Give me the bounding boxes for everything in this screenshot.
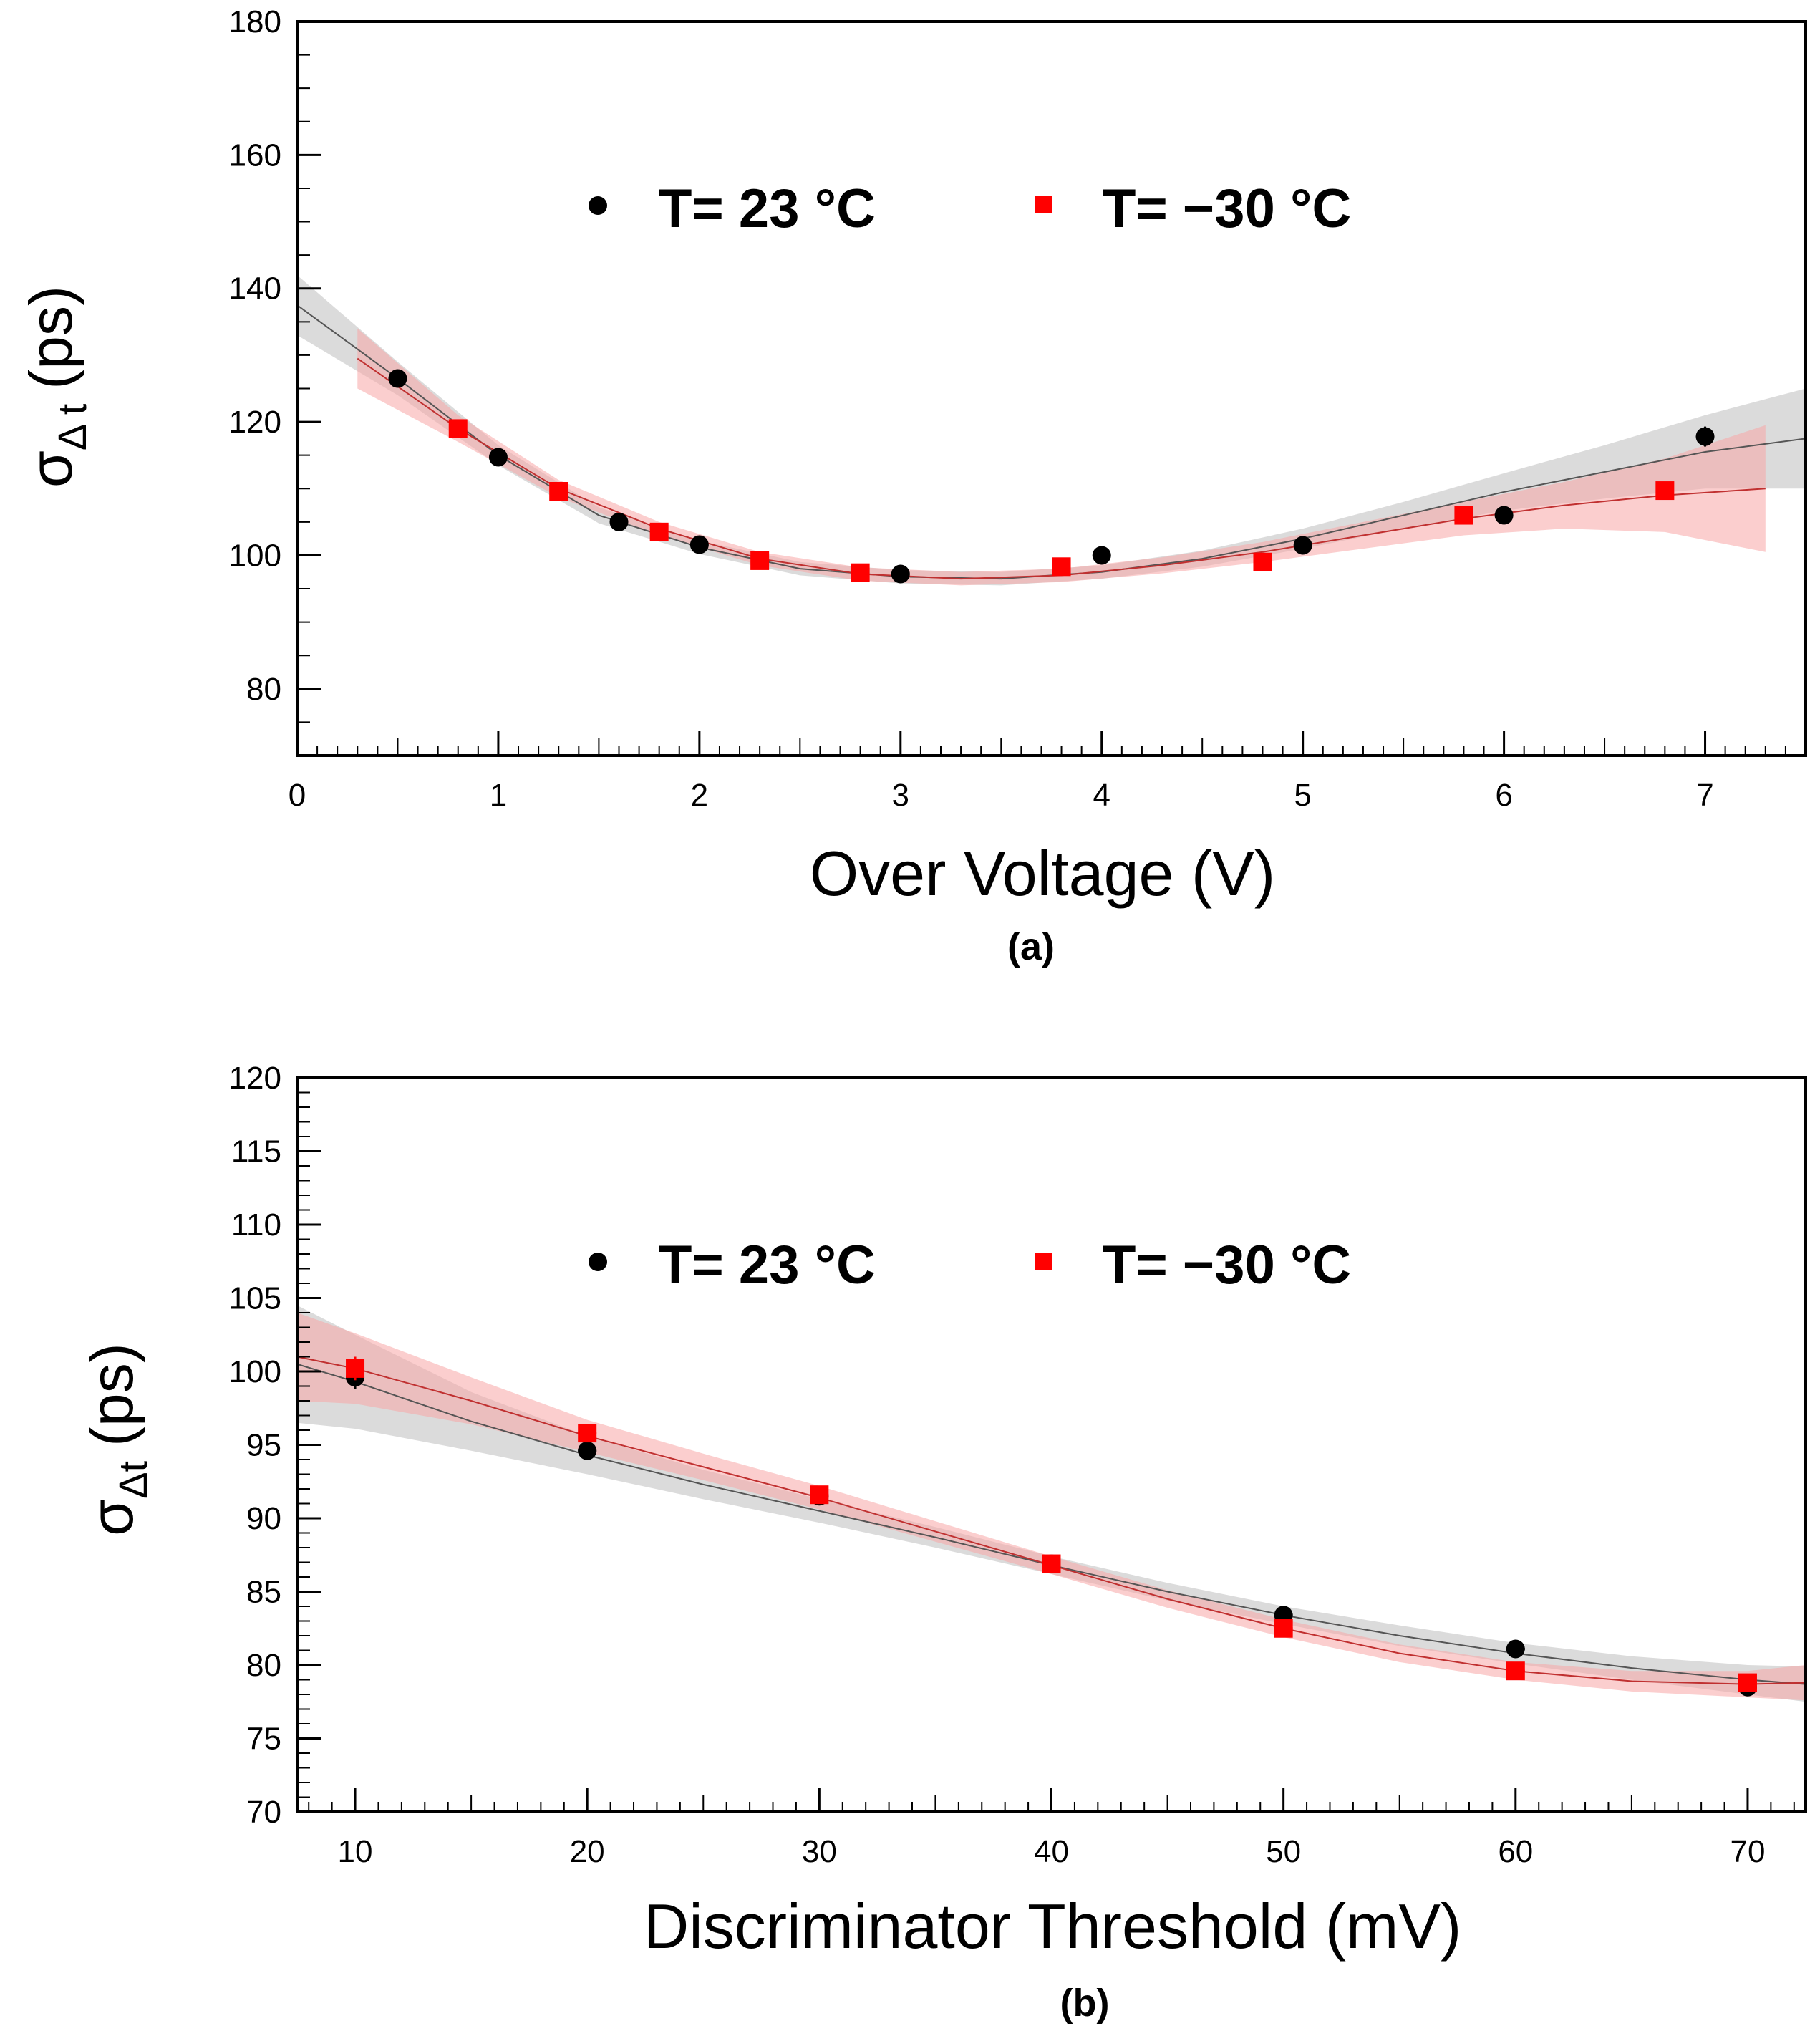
panel-a-tick-labels: 0 1 2 3 4 5 6 7 80 100 120 140 160 180 — [229, 4, 1714, 813]
data-point-23c — [1494, 506, 1514, 525]
data-point-23c — [1695, 427, 1715, 446]
panel-b-ylabel-subscript: Δt — [110, 1460, 155, 1498]
legend-label-23c: T= 23 °C — [659, 1235, 876, 1296]
legend-marker-m30c — [1035, 1253, 1052, 1270]
y-tick-label: 85 — [246, 1575, 281, 1610]
panel-a-ticks — [296, 20, 1806, 756]
data-point-m30c — [1042, 1554, 1061, 1573]
y-tick-label: 80 — [246, 1648, 281, 1683]
data-point-m30c — [649, 522, 669, 541]
panel-a-y-axis-label: σΔ t (ps) — [17, 286, 95, 488]
panel-b-tick-labels: 10 20 30 40 50 60 70 70 75 80 85 90 95 100 105 110 115 12… — [229, 1061, 1766, 1869]
panel-a-plot-frame — [296, 20, 1807, 757]
data-point-m30c — [448, 419, 468, 438]
x-tick-label: 50 — [1266, 1834, 1301, 1869]
fit-band-23c — [297, 275, 1806, 586]
y-tick-label: 110 — [231, 1207, 281, 1243]
y-tick-label: 90 — [246, 1501, 281, 1536]
panel-a-ylabel-subscript: Δ t — [49, 403, 95, 450]
fit-band-m30c — [357, 328, 1766, 586]
data-point-23c — [1506, 1639, 1525, 1659]
data-point-23c — [1293, 536, 1312, 555]
panel-a-label: (a) — [1007, 925, 1055, 968]
data-point-m30c — [750, 551, 770, 570]
panel-b-ylabel-sigma: σ — [78, 1499, 145, 1536]
x-tick-label: 6 — [1495, 778, 1512, 813]
y-tick-label: 75 — [246, 1722, 281, 1757]
x-tick-label: 20 — [570, 1834, 605, 1869]
x-tick-label: 4 — [1093, 778, 1110, 813]
data-point-23c — [578, 1441, 597, 1460]
panel-a-ylabel-sigma: σ — [17, 450, 84, 488]
data-point-23c — [891, 564, 910, 584]
panel-a-x-axis-label: Over Voltage (V) — [810, 838, 1276, 909]
panel-b-label: (b) — [1060, 1982, 1110, 2025]
legend-label-m30c: T= −30 °C — [1103, 178, 1351, 239]
y-tick-label: 100 — [229, 538, 281, 573]
data-point-23c — [488, 448, 508, 467]
fit-band-23c — [297, 1305, 1806, 1702]
panel-b-y-axis-label: σΔt (ps) — [78, 1343, 155, 1535]
data-point-m30c — [1738, 1673, 1757, 1692]
panel-b-ticks — [297, 1076, 1795, 1813]
panel-b: 10 20 30 40 50 60 70 70 75 80 85 90 95 100 105 110 115 12… — [78, 1061, 1807, 2025]
panel-b-fit-bands — [297, 1305, 1806, 1702]
data-point-m30c — [549, 482, 568, 501]
data-point-23c — [689, 535, 709, 554]
data-point-m30c — [1052, 557, 1071, 577]
panel-a-ylabel-unit: (ps) — [17, 286, 84, 390]
data-point-23c — [1092, 546, 1111, 565]
panel-a-legend: T= 23 °C T= −30 °C — [589, 178, 1351, 239]
data-point-m30c — [1655, 481, 1675, 501]
y-tick-label: 105 — [229, 1281, 281, 1316]
x-tick-label: 70 — [1730, 1834, 1765, 1869]
panel-b-ylabel-unit: (ps) — [78, 1343, 145, 1447]
data-point-m30c — [346, 1359, 365, 1378]
y-tick-label: 160 — [229, 138, 281, 173]
x-tick-label: 5 — [1294, 778, 1311, 813]
data-point-23c — [609, 512, 629, 531]
legend-marker-m30c — [1035, 196, 1052, 213]
panel-b-data-points — [346, 1356, 1757, 1697]
fit-line-23c — [296, 304, 1806, 580]
y-tick-label: 100 — [229, 1354, 281, 1389]
legend-label-m30c: T= −30 °C — [1103, 1235, 1351, 1296]
data-point-m30c — [1506, 1661, 1525, 1681]
legend-label-23c: T= 23 °C — [659, 178, 876, 239]
data-point-23c — [388, 369, 407, 388]
data-point-m30c — [810, 1485, 829, 1505]
legend-marker-23c — [589, 196, 607, 215]
y-tick-label: 80 — [246, 672, 281, 707]
y-tick-label: 70 — [246, 1795, 281, 1830]
x-tick-label: 10 — [338, 1834, 373, 1869]
panel-a: 0 1 2 3 4 5 6 7 80 100 120 140 160 180 T= 23 °C T= −3… — [17, 4, 1807, 968]
panel-b-x-axis-label: Discriminator Threshold (mV) — [644, 1891, 1462, 1962]
x-tick-label: 30 — [802, 1834, 837, 1869]
x-tick-label: 1 — [490, 778, 507, 813]
y-tick-label: 115 — [231, 1134, 281, 1169]
legend-marker-23c — [589, 1253, 607, 1271]
x-tick-label: 0 — [289, 778, 306, 813]
x-tick-label: 3 — [892, 778, 909, 813]
panel-a-fit-bands — [297, 275, 1806, 586]
y-tick-label: 95 — [246, 1428, 281, 1463]
data-point-m30c — [1454, 506, 1473, 525]
x-tick-label: 60 — [1498, 1834, 1533, 1869]
data-point-m30c — [851, 563, 870, 582]
panel-a-data-points — [388, 369, 1715, 584]
panel-b-legend: T= 23 °C T= −30 °C — [589, 1235, 1351, 1296]
x-tick-label: 2 — [691, 778, 708, 813]
fit-band-m30c — [297, 1313, 1806, 1701]
y-tick-label: 120 — [229, 405, 281, 440]
y-tick-label: 120 — [229, 1061, 281, 1096]
x-tick-label: 7 — [1696, 778, 1713, 813]
x-tick-label: 40 — [1034, 1834, 1069, 1869]
data-point-m30c — [578, 1424, 597, 1443]
data-point-m30c — [1274, 1619, 1293, 1638]
y-tick-label: 140 — [229, 271, 281, 307]
panel-a-fit-lines — [296, 304, 1806, 580]
y-tick-label: 180 — [229, 4, 281, 39]
data-point-m30c — [1253, 552, 1272, 571]
